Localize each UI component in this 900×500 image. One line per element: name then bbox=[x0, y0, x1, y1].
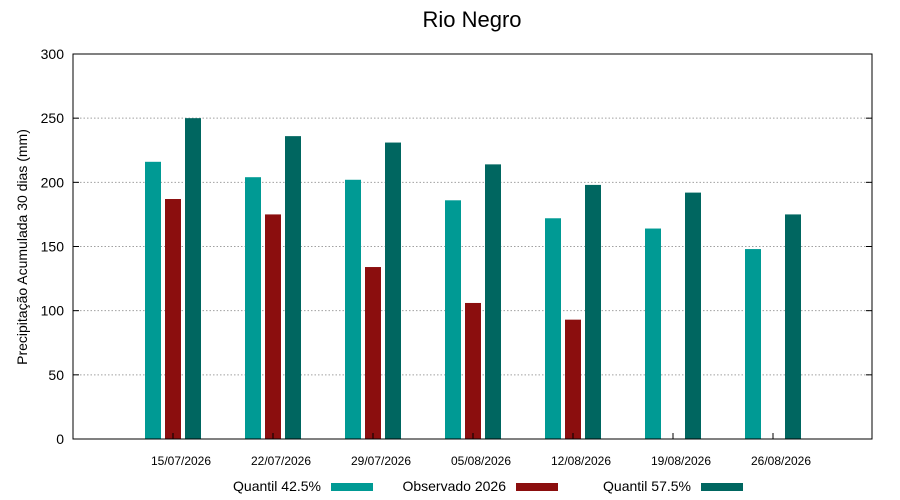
bar-0-5 bbox=[645, 228, 661, 439]
bar-0-1 bbox=[245, 177, 261, 439]
y-tick-label: 50 bbox=[48, 367, 64, 383]
bar-1-2 bbox=[365, 267, 381, 439]
y-axis-ticks: 0 50 100 150 200 250 300 bbox=[41, 46, 872, 447]
bar-1-1 bbox=[265, 214, 281, 439]
chart-title: Rio Negro bbox=[422, 7, 521, 32]
x-tick-label: 19/08/2026 bbox=[651, 454, 711, 468]
legend-swatch-0 bbox=[331, 483, 373, 491]
y-tick-label: 250 bbox=[41, 110, 65, 126]
x-tick-label: 26/08/2026 bbox=[751, 454, 811, 468]
bar-1-4 bbox=[565, 319, 581, 439]
y-tick-label: 300 bbox=[41, 46, 65, 62]
x-tick-label: 29/07/2026 bbox=[351, 454, 411, 468]
bar-1-3 bbox=[465, 302, 481, 439]
legend: Quantil 42.5% Observado 2026 Quantil 57.5% bbox=[233, 478, 743, 494]
x-tick-label: 15/07/2026 bbox=[151, 454, 211, 468]
y-tick-label: 150 bbox=[41, 239, 65, 255]
x-tick-label: 05/08/2026 bbox=[451, 454, 511, 468]
y-tick-label: 0 bbox=[56, 431, 64, 447]
bar-0-2 bbox=[345, 179, 361, 439]
bar-2-1 bbox=[285, 136, 301, 439]
bar-0-4 bbox=[545, 218, 561, 439]
bar-2-0 bbox=[185, 118, 201, 440]
bar-2-6 bbox=[785, 214, 801, 439]
bar-0-3 bbox=[445, 200, 461, 439]
legend-label-2: Quantil 57.5% bbox=[603, 478, 691, 494]
legend-label-0: Quantil 42.5% bbox=[233, 478, 321, 494]
x-tick-label: 22/07/2026 bbox=[251, 454, 311, 468]
bars bbox=[145, 118, 801, 440]
legend-label-1: Observado 2026 bbox=[402, 478, 506, 494]
bar-2-4 bbox=[585, 184, 601, 439]
y-tick-label: 200 bbox=[41, 174, 65, 190]
y-axis-label: Precipitação Acumulada 30 dias (mm) bbox=[14, 129, 30, 365]
x-tick-label: 12/08/2026 bbox=[551, 454, 611, 468]
x-axis-labels: 15/07/2026 22/07/2026 29/07/2026 05/08/2026… bbox=[151, 433, 811, 468]
legend-swatch-2 bbox=[701, 483, 743, 491]
legend-swatch-1 bbox=[516, 483, 558, 491]
grid-lines bbox=[73, 117, 872, 376]
bar-0-6 bbox=[745, 249, 761, 439]
y-tick-label: 100 bbox=[41, 303, 65, 319]
bar-2-2 bbox=[385, 142, 401, 440]
bar-2-5 bbox=[685, 192, 701, 439]
bar-1-0 bbox=[165, 199, 181, 439]
bar-0-0 bbox=[145, 161, 161, 440]
bar-2-3 bbox=[485, 164, 501, 439]
